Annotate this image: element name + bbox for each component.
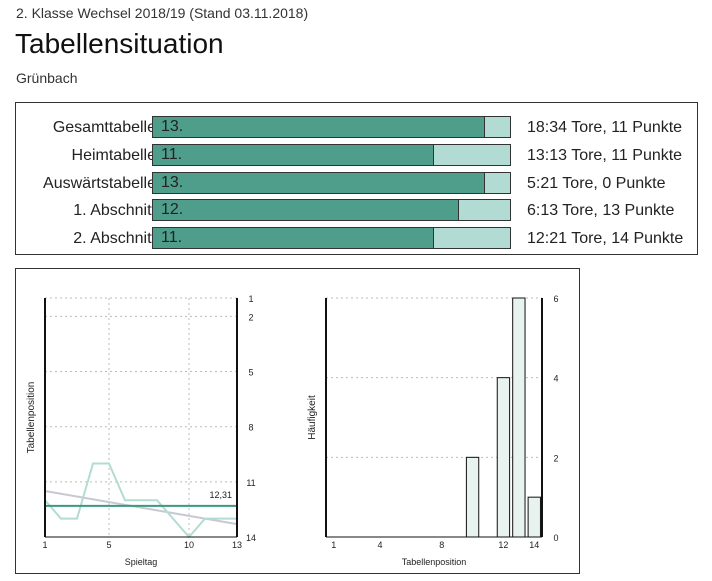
standings-row-abschnitt-2: 2. Abschnitt 11. 12:21 Tore, 14 Punkte [16, 227, 697, 251]
rank-bar: 11. [152, 227, 511, 249]
row-label: 1. Abschnitt [73, 202, 156, 219]
standings-row-heim: Heimtabelle 11. 13:13 Tore, 11 Punkte [16, 144, 697, 168]
rank-value: 13. [161, 118, 184, 135]
row-stats: 13:13 Tore, 11 Punkte [527, 147, 683, 164]
row-label: 2. Abschnitt [73, 230, 156, 247]
page-title: Tabellensituation [15, 28, 224, 59]
rank-value: 13. [161, 174, 184, 191]
row-stats: 6:13 Tore, 13 Punkte [527, 202, 675, 219]
x-axis-label: Spieltag [125, 557, 158, 567]
x-tick-label: 13 [232, 540, 242, 550]
rank-value: 11. [161, 146, 183, 163]
x-tick-label: 8 [439, 540, 444, 550]
standings-row-gesamt: Gesamttabelle 13. 18:34 Tore, 11 Punkte [16, 116, 697, 140]
team-name: Grünbach [16, 70, 78, 86]
y-tick-label: 8 [248, 423, 253, 433]
histogram-bar [527, 496, 541, 538]
x-tick-label: 12 [498, 540, 508, 550]
x-tick-label: 10 [184, 540, 194, 550]
row-stats: 18:34 Tore, 11 Punkte [527, 119, 683, 136]
rank-bar-fill [153, 228, 434, 248]
x-tick-label: 5 [106, 540, 111, 550]
y-tick-label: 1 [248, 294, 253, 304]
rank-value: 11. [161, 229, 183, 246]
rank-bar: 11. [152, 144, 511, 166]
y-tick-label: 0 [553, 533, 558, 543]
average-label: 12,31 [209, 490, 232, 500]
y-tick-label: 2 [553, 453, 558, 463]
charts-panel: 1 2 5 8 11 14 1 5 10 13 12,31 Spieltag Tabellenposit… [15, 268, 580, 574]
y-axis-label: Tabellenposition [26, 382, 37, 454]
rank-bar-fill [153, 117, 485, 137]
histogram-bar [512, 297, 526, 538]
x-tick-label: 14 [529, 540, 539, 550]
row-label: Gesamttabelle [52, 119, 156, 136]
histogram-bar [465, 456, 480, 538]
row-label: Auswärtstabelle [43, 175, 156, 192]
x-tick-label: 4 [377, 540, 382, 550]
position-series-line [44, 462, 237, 539]
y-tick-label: 6 [553, 294, 558, 304]
rank-bar: 13. [152, 172, 511, 194]
y-tick-label: 5 [248, 368, 253, 378]
rank-bar: 12. [152, 199, 511, 221]
row-label: Heimtabelle [71, 147, 156, 164]
x-tick-label: 1 [331, 540, 336, 550]
y-tick-label: 14 [246, 533, 256, 543]
y-tick-label: 2 [248, 312, 253, 322]
rank-bar-fill [153, 145, 434, 165]
page-subtitle: 2. Klasse Wechsel 2018/19 (Stand 03.11.2… [16, 5, 309, 21]
rank-bar: 13. [152, 116, 511, 138]
x-tick-label: 1 [42, 540, 47, 550]
y-tick-label: 11 [246, 478, 255, 488]
standings-row-abschnitt-1: 1. Abschnitt 12. 6:13 Tore, 13 Punkte [16, 199, 697, 223]
y-tick-label: 4 [553, 374, 558, 384]
histogram-bar [496, 377, 511, 538]
standings-row-auswaerts: Auswärtstabelle 13. 5:21 Tore, 0 Punkte [16, 172, 697, 196]
standings-table: Gesamttabelle 13. 18:34 Tore, 11 Punkte … [15, 102, 698, 255]
rank-value: 12. [161, 201, 184, 218]
y-axis-label: Häufigkeit [307, 395, 318, 440]
rank-bar-fill [153, 173, 485, 193]
x-axis-label: Tabellenposition [402, 557, 467, 567]
row-stats: 5:21 Tore, 0 Punkte [527, 175, 666, 192]
rank-bar-fill [153, 200, 459, 220]
row-stats: 12:21 Tore, 14 Punkte [527, 230, 684, 247]
